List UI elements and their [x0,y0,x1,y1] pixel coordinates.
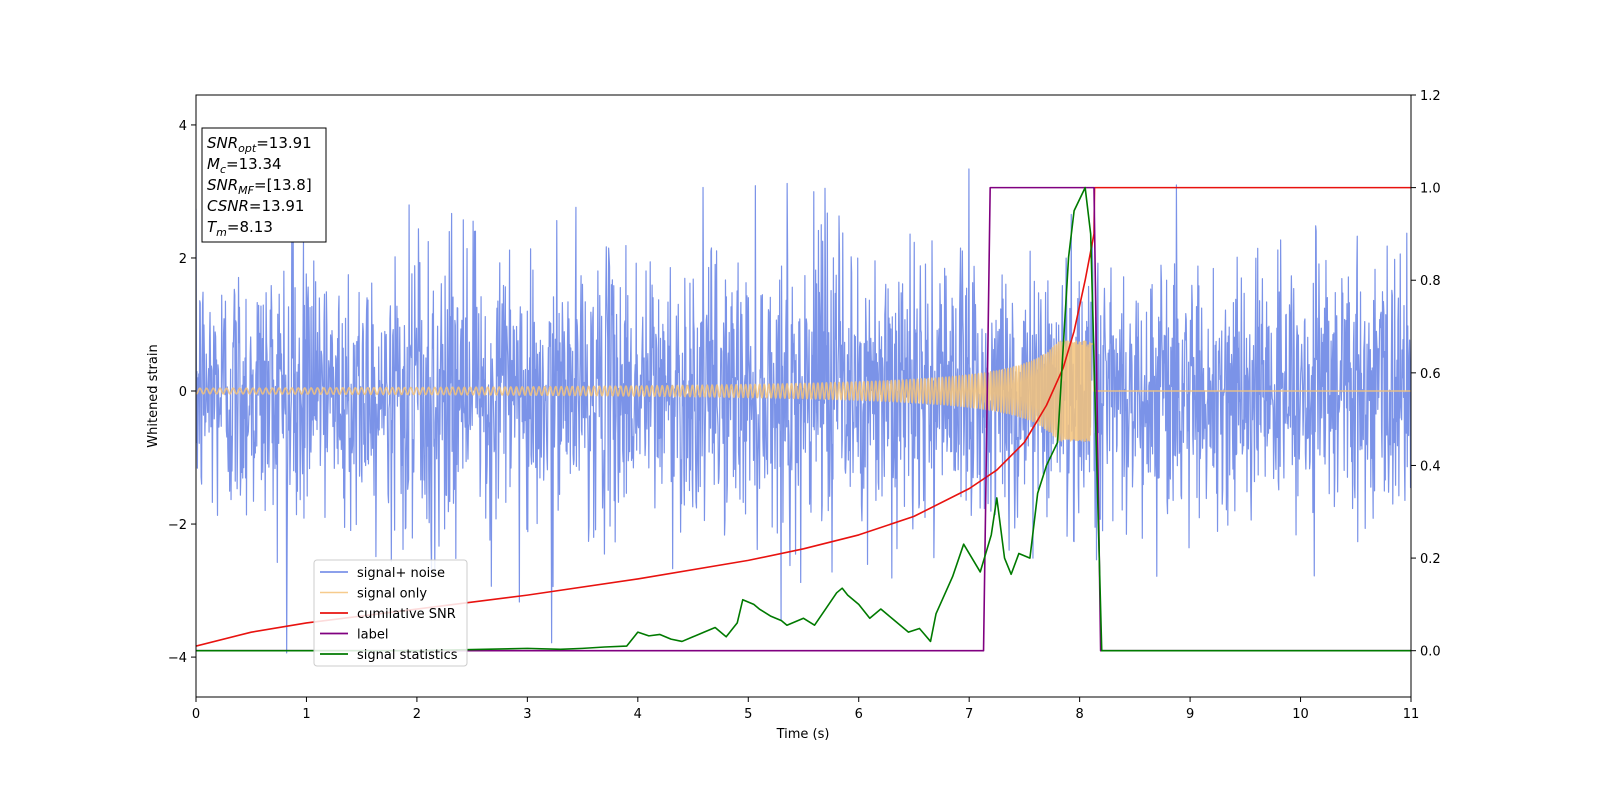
x-axis: 0 1 2 3 4 5 6 7 8 9 10 11 [192,697,1419,722]
legend-label: signal statistics [357,648,458,663]
x-tick-label: 7 [965,707,973,722]
y-axis-label: Whitened strain [146,344,161,447]
legend-frame [313,559,468,667]
x-tick-label: 8 [1075,707,1083,722]
x-axis-label: Time (s) [776,727,830,742]
legend-label: signal+ noise [357,566,445,581]
y-right-tick-label: 0.2 [1420,552,1441,567]
annotation-line: Mc=13.34 [207,155,282,176]
annotation-line: SNRopt=13.91 [207,134,312,155]
axes-frame [195,94,1412,698]
x-tick-label: 0 [192,707,200,722]
x-tick-label: 2 [413,707,421,722]
y-right-tick-label: 0.4 [1420,459,1441,474]
annotation-line: Tm=8.13 [207,218,273,239]
legend-label: cumilative SNR [357,607,456,622]
x-tick-label: 10 [1292,707,1309,722]
x-tick-label: 9 [1186,707,1194,722]
legend-label: label [357,628,388,643]
y-left-tick-label: −4 [168,651,187,666]
legend: signal+ noise signal only cumilative SNR la… [313,559,468,667]
x-tick-label: 4 [634,707,642,722]
annotation-line: SNRMF=[13.8] [207,176,312,197]
y-right-tick-label: 1.0 [1420,182,1441,197]
y-left-tick-label: 2 [179,252,187,267]
x-tick-label: 11 [1403,707,1420,722]
x-tick-label: 5 [744,707,752,722]
y-right-tick-label: 0.0 [1420,645,1441,660]
legend-label: signal only [357,587,427,602]
y-right-tick-label: 0.6 [1420,367,1441,382]
y-right-tick-label: 1.2 [1420,89,1441,104]
y-axis-right: 0.0 0.2 0.4 0.6 0.8 1.0 1.2 [1411,89,1441,660]
x-tick-label: 3 [523,707,531,722]
y-left-tick-label: 0 [179,385,187,400]
x-tick-label: 6 [855,707,863,722]
y-left-tick-label: −2 [168,518,187,533]
annotation-box: SNRopt=13.91Mc=13.34SNRMF=[13.8]CSNR=13.… [201,127,327,243]
y-left-tick-label: 4 [179,119,187,134]
y-right-tick-label: 0.8 [1420,274,1441,289]
series-line-1 [196,340,1411,442]
series-line-4 [196,186,1411,652]
y-axis-left: −4 −2 0 2 4 [168,119,196,666]
annotation-line: CSNR=13.91 [207,197,304,215]
x-tick-label: 1 [302,707,310,722]
annotation-frame [201,127,327,243]
